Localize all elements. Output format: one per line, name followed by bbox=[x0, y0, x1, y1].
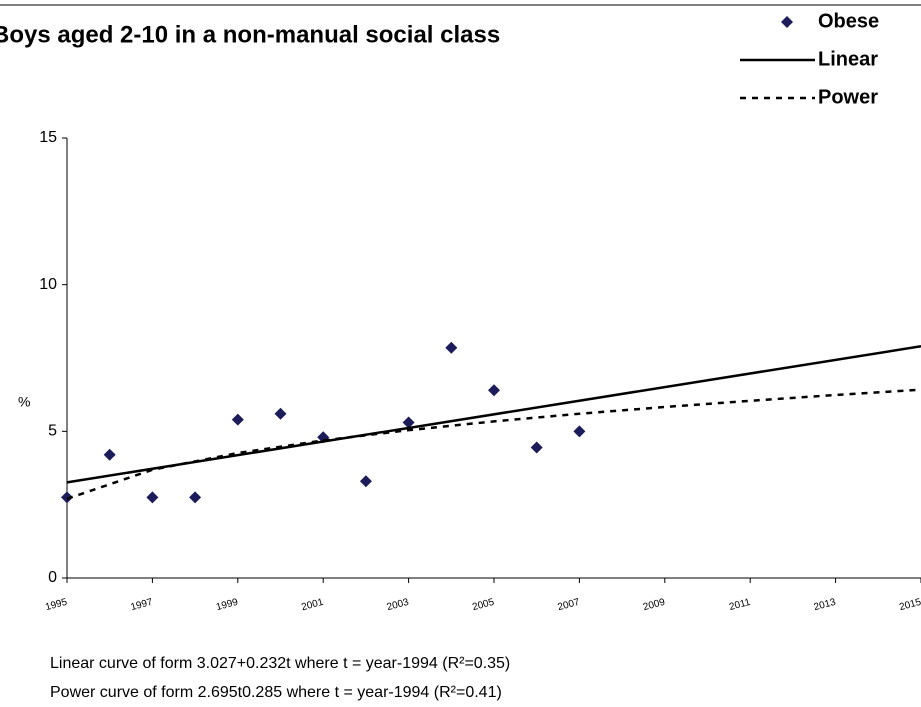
data-point bbox=[402, 416, 415, 429]
data-point bbox=[189, 491, 202, 504]
legend-marker bbox=[781, 16, 793, 28]
data-point bbox=[359, 475, 372, 488]
x-tick-label: 2011 bbox=[728, 597, 752, 613]
annotation: Linear curve of form 3.027+0.232t where … bbox=[50, 655, 510, 672]
legend-label: Power bbox=[818, 86, 878, 108]
x-tick-label: 2005 bbox=[471, 597, 496, 613]
chart-title: Boys aged 2-10 in a non-manual social cl… bbox=[0, 21, 500, 48]
x-tick-label: 2003 bbox=[386, 597, 411, 613]
x-tick-label: 2009 bbox=[642, 597, 667, 613]
x-tick-label: 2001 bbox=[300, 597, 325, 613]
x-tick-label: 1995 bbox=[44, 597, 69, 613]
x-tick-label: 1999 bbox=[215, 597, 240, 613]
y-tick-label: 0 bbox=[48, 569, 57, 586]
data-point bbox=[231, 413, 244, 426]
x-tick-label: 2007 bbox=[557, 597, 582, 613]
x-tick-label: 1997 bbox=[130, 597, 155, 613]
legend-label: Linear bbox=[818, 48, 878, 70]
data-point bbox=[530, 441, 543, 454]
data-point bbox=[61, 491, 73, 504]
legend-label: Obese bbox=[818, 10, 879, 32]
y-tick-label: 5 bbox=[48, 423, 57, 440]
trend-line bbox=[66, 388, 921, 500]
data-point bbox=[274, 407, 287, 420]
data-point bbox=[103, 448, 116, 461]
data-point bbox=[573, 425, 586, 438]
y-tick-label: 10 bbox=[39, 276, 57, 293]
data-point bbox=[488, 384, 500, 397]
x-tick-label: 2015 bbox=[898, 597, 921, 613]
annotation: Power curve of form 2.695t0.285 where t … bbox=[50, 684, 502, 701]
y-tick-label: 15 bbox=[39, 129, 57, 146]
data-point bbox=[445, 341, 458, 354]
x-tick-label: 2013 bbox=[813, 597, 838, 613]
y-axis-label: % bbox=[18, 394, 30, 410]
data-point bbox=[146, 491, 159, 504]
